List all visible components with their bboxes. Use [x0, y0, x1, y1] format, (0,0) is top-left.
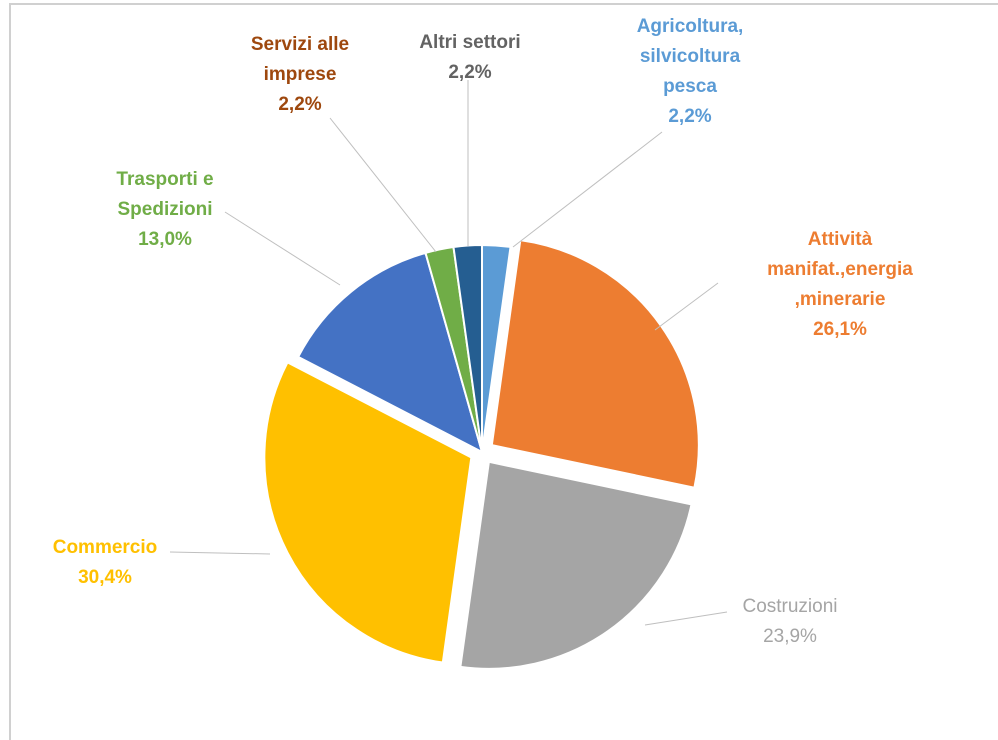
- category-label: Servizi alle imprese: [250, 34, 350, 85]
- value-label: 2,2%: [448, 62, 492, 83]
- leader-line: [654, 282, 719, 331]
- slice-label: Attività manifat.,energia ,minerarie 26,1…: [745, 225, 935, 345]
- category-label: Altri settori: [419, 32, 521, 53]
- slice-label: Servizi alle imprese 2,2%: [230, 30, 370, 120]
- category-label: Agricoltura, silvicoltura pesca: [636, 16, 744, 97]
- value-label: 13,0%: [138, 229, 192, 250]
- slice-label: Costruzioni 23,9%: [715, 592, 865, 652]
- leader-line: [644, 611, 728, 626]
- pie-slice: [459, 460, 693, 670]
- category-label: Costruzioni: [742, 596, 838, 617]
- slice-label: Commercio 30,4%: [30, 533, 180, 593]
- slice-label: Agricoltura, silvicoltura pesca 2,2%: [615, 12, 765, 132]
- pie-slice: [296, 251, 484, 454]
- category-label: Commercio: [52, 537, 158, 558]
- frame: [9, 3, 998, 740]
- value-label: 2,2%: [278, 94, 322, 115]
- value-label: 2,2%: [668, 106, 712, 127]
- leader-line: [224, 211, 341, 286]
- value-label: 26,1%: [813, 319, 867, 340]
- value-label: 23,9%: [763, 626, 817, 647]
- value-label: 30,4%: [78, 567, 132, 588]
- pie-slice: [263, 361, 473, 664]
- leader-line: [329, 117, 437, 253]
- category-label: Attività manifat.,energia ,minerarie: [767, 229, 913, 310]
- slice-label: Trasporti e Spedizioni 13,0%: [95, 165, 235, 255]
- pie-slice: [490, 238, 700, 489]
- leader-line: [169, 551, 271, 555]
- category-label: Trasporti e Spedizioni: [116, 169, 214, 220]
- leader-line: [512, 131, 663, 248]
- slice-label: Altri settori 2,2%: [395, 28, 545, 88]
